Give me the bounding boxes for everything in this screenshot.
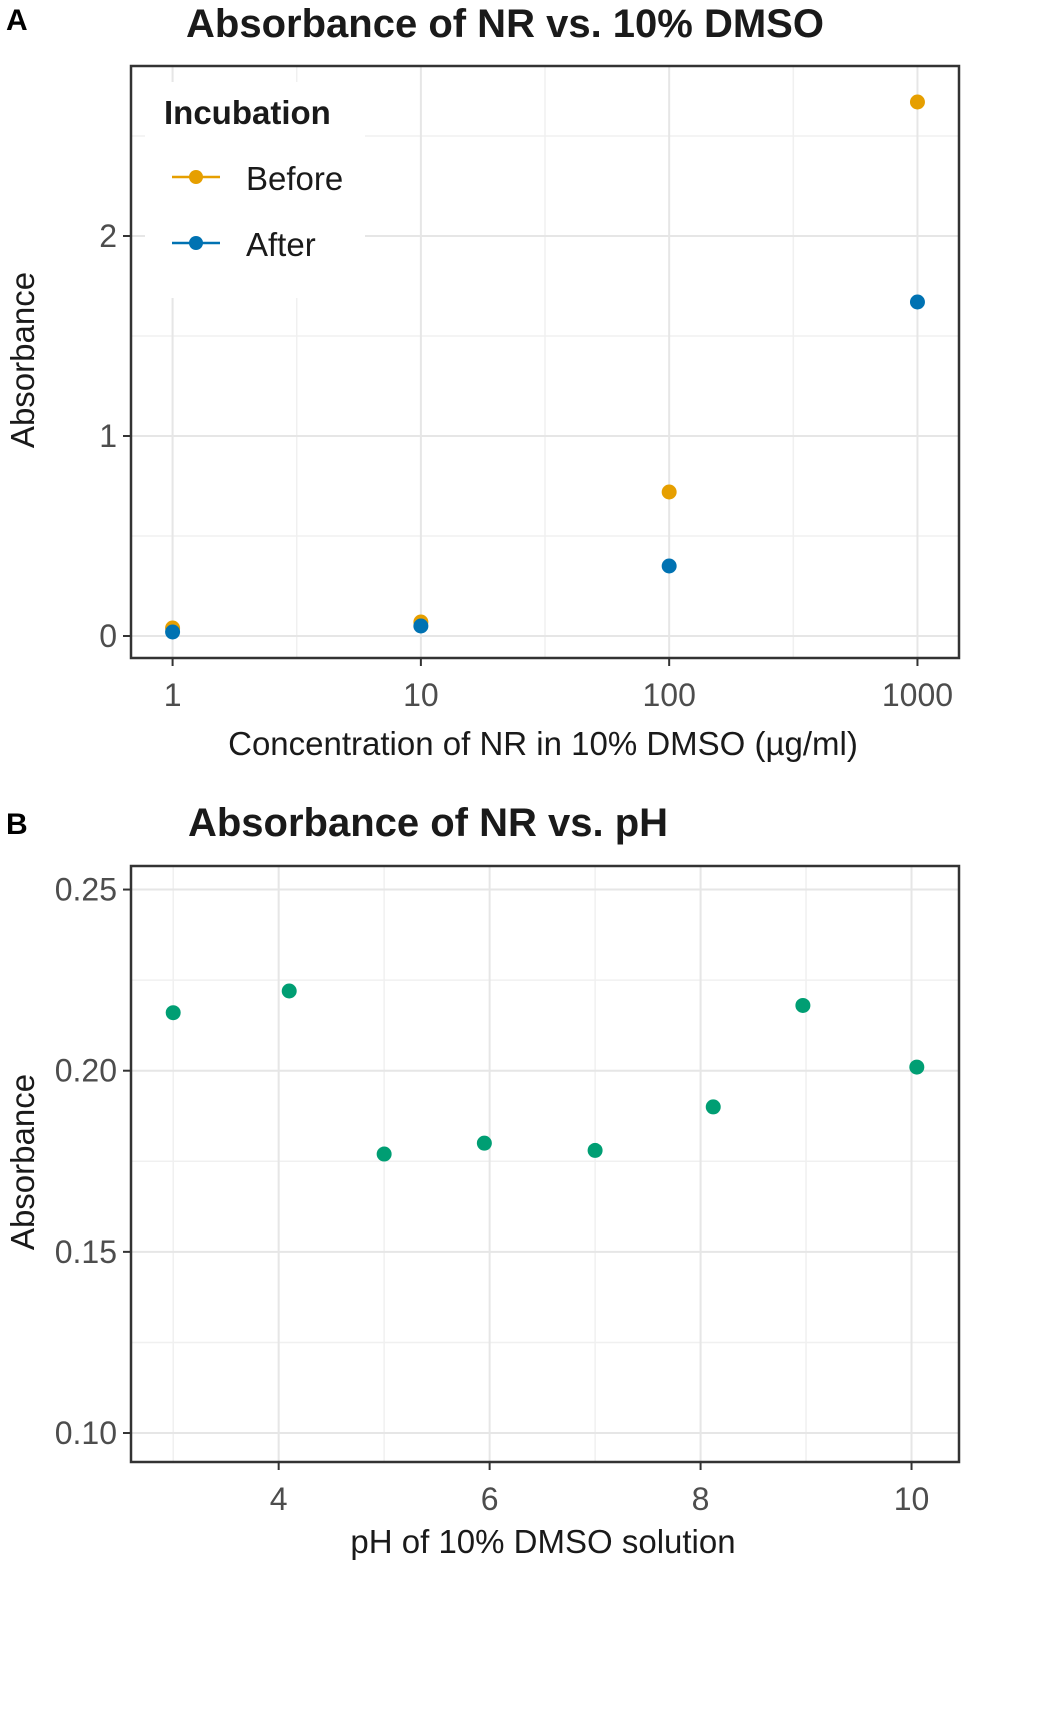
- y-tick-label: 0.15: [55, 1234, 117, 1270]
- panel-a: A Absorbance of NR vs. 10% DMSO 1 10 100 10…: [4, 2, 961, 762]
- y-tick-label: 0.20: [55, 1053, 117, 1089]
- data-point: [587, 1142, 603, 1158]
- data-point: [909, 1059, 925, 1075]
- data-point: [705, 1099, 721, 1115]
- data-point: [909, 94, 925, 110]
- panel-b-x-axis-title: pH of 10% DMSO solution: [350, 1523, 735, 1560]
- panel-b-points: [165, 983, 925, 1162]
- legend-key-point-after: [189, 236, 203, 250]
- data-point: [661, 558, 677, 574]
- panel-b: B Absorbance of NR vs. pH 4 6 8 10 0.10 0.15 0…: [4, 801, 961, 1560]
- panel-b-y-axis-title: Absorbance: [4, 1074, 41, 1250]
- legend-background: [145, 82, 365, 298]
- panel-a-y-axis-title: Absorbance: [4, 272, 41, 448]
- panel-a-points: [165, 94, 925, 640]
- x-tick-label: 8: [692, 1481, 710, 1517]
- data-point: [476, 1135, 492, 1151]
- x-tick-label: 10: [894, 1481, 930, 1517]
- x-tick-label: 4: [270, 1481, 288, 1517]
- panel-b-label: B: [6, 808, 28, 841]
- data-point: [165, 1005, 181, 1021]
- data-point: [909, 294, 925, 310]
- y-tick-label: 1: [99, 418, 117, 454]
- panel-a-plot-border: [129, 64, 961, 660]
- panel-a-legend: Incubation Before After: [145, 82, 365, 298]
- y-tick-label: 0: [99, 618, 117, 654]
- panel-a-label: A: [6, 4, 28, 37]
- panel-a-ticks: 1 10 100 1000 0 1 2: [99, 218, 953, 713]
- panel-b-title: Absorbance of NR vs. pH: [188, 801, 668, 845]
- legend-label-after: After: [246, 226, 316, 263]
- x-tick-label: 10: [403, 677, 439, 713]
- data-point: [661, 484, 677, 500]
- x-tick-label: 6: [481, 1481, 499, 1517]
- x-tick-label: 1: [164, 677, 182, 713]
- data-point: [795, 997, 811, 1013]
- legend-key-point-before: [189, 170, 203, 184]
- y-tick-label: 0.25: [55, 872, 117, 908]
- legend-title: Incubation: [164, 94, 331, 131]
- legend-label-before: Before: [246, 160, 343, 197]
- panel-b-grid: [131, 866, 959, 1462]
- data-point: [413, 618, 429, 634]
- data-point: [165, 624, 181, 640]
- y-tick-label: 2: [99, 218, 117, 254]
- panel-b-plot-border: [129, 864, 961, 1464]
- panel-b-ticks: 4 6 8 10 0.10 0.15 0.20 0.25: [55, 872, 930, 1517]
- y-tick-label: 0.10: [55, 1415, 117, 1451]
- x-tick-label: 100: [642, 677, 695, 713]
- data-point: [376, 1146, 392, 1162]
- x-tick-label: 1000: [882, 677, 953, 713]
- data-point: [281, 983, 297, 999]
- panel-a-title: Absorbance of NR vs. 10% DMSO: [186, 2, 824, 46]
- panel-a-x-axis-title: Concentration of NR in 10% DMSO (µg/ml): [228, 725, 858, 762]
